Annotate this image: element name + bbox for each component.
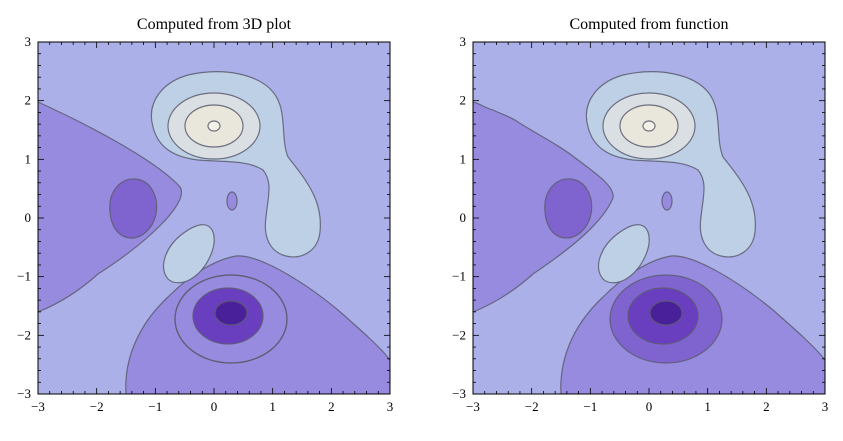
- right-x-tick-label: 3: [822, 399, 829, 414]
- right-y-tick-label: −3: [452, 386, 466, 401]
- right-region-local-min: [544, 178, 592, 239]
- left-plot-area: −3 −2 −1 0 1 2 3 −3 −2 −1 0 1 2 3: [17, 34, 393, 414]
- right-x-tick-label: −3: [466, 399, 480, 414]
- left-contour-line: [125, 255, 391, 395]
- left-contour-line: [192, 287, 264, 345]
- right-x-tick-label: 2: [763, 399, 770, 414]
- left-contour-plot: Computed from 3D plot: [17, 16, 393, 414]
- left-region-small-min: [227, 192, 237, 210]
- left-x-tick-label: 1: [269, 399, 276, 414]
- left-y-tick-label: −1: [17, 269, 31, 284]
- left-y-tick-label: 3: [25, 34, 32, 49]
- right-region-lower-left: [473, 102, 614, 312]
- right-contour-plot: Computed from function: [452, 16, 828, 414]
- left-y-tick-label: 1: [25, 151, 32, 166]
- right-region-min-core: [650, 301, 682, 325]
- left-contour-line: [109, 178, 158, 239]
- left-contour-line: [167, 92, 261, 160]
- right-contour-line: [598, 224, 650, 284]
- right-contour-line: [619, 104, 679, 148]
- left-x-tick-label: 0: [211, 399, 218, 414]
- right-y-tick-label: −2: [452, 327, 466, 342]
- right-contour-line: [472, 101, 614, 313]
- right-contour-line: [649, 300, 683, 326]
- left-region-min-core: [215, 301, 247, 325]
- right-y-tick-label: 3: [460, 34, 467, 49]
- right-contour-line: [602, 92, 696, 160]
- right-contour-line: [560, 255, 826, 395]
- left-contour-line: [207, 120, 221, 132]
- left-y-tick-label: −3: [17, 386, 31, 401]
- left-x-tick-label: −3: [31, 399, 45, 414]
- right-contour-line: [585, 71, 756, 258]
- left-contour-line: [184, 104, 244, 148]
- left-region-max-core: [208, 121, 220, 131]
- right-plot-title: Computed from function: [569, 16, 728, 33]
- left-contour-line: [37, 101, 183, 313]
- right-region-max-core: [643, 121, 655, 131]
- right-contour-line: [661, 191, 673, 211]
- right-contour-line: [609, 274, 723, 364]
- right-y-tick-label: 1: [460, 151, 467, 166]
- left-x-tick-label: 2: [328, 399, 335, 414]
- left-x-tick-label: 3: [387, 399, 394, 414]
- left-region-light-blob: [163, 224, 215, 283]
- right-region-light-blob: [598, 224, 650, 283]
- right-x-tick-label: −1: [583, 399, 597, 414]
- right-region-small-min: [662, 192, 672, 210]
- right-contour-line: [627, 287, 699, 345]
- right-x-tick-label: 0: [646, 399, 653, 414]
- right-contour-line: [642, 120, 656, 132]
- right-y-tick-label: −1: [452, 269, 466, 284]
- left-contour-line: [174, 274, 288, 364]
- right-y-tick-label: 0: [460, 210, 467, 225]
- left-x-tick-label: −2: [90, 399, 104, 414]
- right-axis-ticks: −3 −2 −1 0 1 2 3 −3 −2 −1 0 1 2 3: [452, 34, 828, 414]
- left-x-tick-label: −1: [148, 399, 162, 414]
- left-y-tick-label: 0: [25, 210, 32, 225]
- right-plot-area: −3 −2 −1 0 1 2 3 −3 −2 −1 0 1 2 3: [452, 34, 828, 414]
- left-y-tick-label: −2: [17, 327, 31, 342]
- right-x-tick-label: −2: [525, 399, 539, 414]
- left-contour-line: [150, 71, 321, 258]
- right-y-tick-label: 2: [460, 93, 467, 108]
- left-contour-line: [214, 300, 248, 326]
- left-contour-line: [163, 224, 215, 284]
- right-x-tick-label: 1: [704, 399, 711, 414]
- left-axis-ticks: −3 −2 −1 0 1 2 3 −3 −2 −1 0 1 2 3: [17, 34, 393, 414]
- left-region-local-min: [109, 178, 157, 239]
- left-contour-line: [226, 191, 238, 211]
- left-y-tick-label: 2: [25, 93, 32, 108]
- right-contour-line: [544, 178, 593, 239]
- left-plot-title: Computed from 3D plot: [137, 16, 292, 33]
